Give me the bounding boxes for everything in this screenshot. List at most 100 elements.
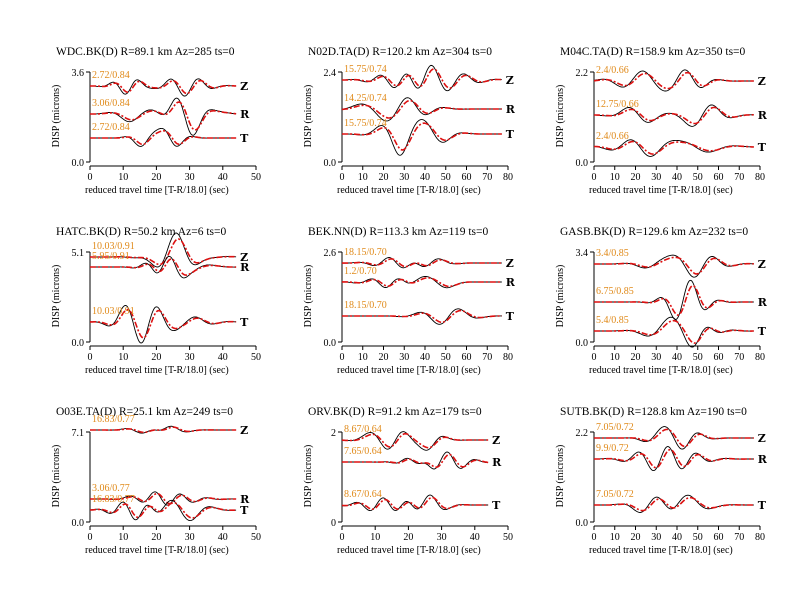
shift-annotation-T: 7.05/0.72 <box>596 489 634 500</box>
y-tick-label-top: 2.6 <box>324 248 337 259</box>
component-label-Z: Z <box>492 434 500 447</box>
panel-title: SUTB.BK(D) R=128.8 km Az=190 ts=0 <box>560 406 747 418</box>
x-tick-label: 50 <box>693 352 703 363</box>
x-tick-label: 20 <box>379 172 389 183</box>
synthetic-trace-R <box>90 101 237 131</box>
component-label-T: T <box>758 499 767 512</box>
synthetic-trace-R <box>342 277 502 288</box>
x-axis-label: reduced travel time [T-R/18.0] (sec) <box>337 185 481 196</box>
x-tick-label: 30 <box>651 532 661 543</box>
shift-annotation-Z: 8.67/0.64 <box>344 424 382 435</box>
x-tick-label: 20 <box>379 352 389 363</box>
shift-annotation-R: 9.9/0.72 <box>596 443 629 454</box>
synthetic-trace-Z <box>342 432 489 449</box>
shift-annotation-Z: 15.75/0.74 <box>344 64 387 75</box>
x-tick-label: 70 <box>482 172 492 183</box>
y-tick-label-bottom: 0.0 <box>72 518 85 529</box>
shift-annotation-T: 10.03/0.91 <box>92 306 135 317</box>
y-axis-label: DISP (microns) <box>303 265 314 328</box>
component-label-Z: Z <box>758 258 766 271</box>
synthetic-trace-Z <box>90 238 237 266</box>
component-label-Z: Z <box>506 74 514 87</box>
component-label-R: R <box>758 296 768 309</box>
shift-annotation-Z: 16.83/0.77 <box>92 414 135 425</box>
component-label-T: T <box>492 499 501 512</box>
x-tick-label: 40 <box>420 172 430 183</box>
panel-title: GASB.BK(D) R=129.6 km Az=232 ts=0 <box>560 226 748 238</box>
x-tick-label: 30 <box>185 352 195 363</box>
shift-annotation-Z: 2.4/0.66 <box>596 65 629 76</box>
panel-title: O03E.TA(D) R=25.1 km Az=249 ts=0 <box>56 406 233 418</box>
component-label-R: R <box>506 103 516 116</box>
x-tick-label: 70 <box>482 352 492 363</box>
synthetic-trace-Z <box>90 426 237 434</box>
x-tick-label: 50 <box>441 352 451 363</box>
observed-trace-T <box>342 308 502 325</box>
x-tick-label: 40 <box>420 352 430 363</box>
y-tick-label-top: 7.1 <box>72 428 85 439</box>
x-tick-label: 40 <box>218 172 228 183</box>
shift-annotation-T: 16.83/0.77 <box>92 494 135 505</box>
x-tick-label: 0 <box>340 172 345 183</box>
component-label-Z: Z <box>506 257 514 270</box>
y-tick-label-top: 2 <box>331 428 336 439</box>
panel-4: HATC.BK(D) R=50.2 km Az=6 ts=0 5.1 0.0 DISP… <box>51 226 261 376</box>
component-label-Z: Z <box>758 432 766 445</box>
y-tick-label-top: 2.2 <box>576 68 589 79</box>
component-label-T: T <box>506 128 515 141</box>
x-tick-label: 30 <box>399 172 409 183</box>
shift-annotation-T: 15.75/0.74 <box>344 118 387 129</box>
shift-annotation-R: 7.65/0.64 <box>344 446 382 457</box>
panel-7: O03E.TA(D) R=25.1 km Az=249 ts=0 7.1 0.0 DI… <box>51 406 261 556</box>
panel-6: GASB.BK(D) R=129.6 km Az=232 ts=0 3.4 0.0 D… <box>555 226 768 376</box>
shift-annotation-T: 5.4/0.85 <box>596 315 629 326</box>
component-label-R: R <box>758 109 768 122</box>
component-label-Z: Z <box>240 424 248 437</box>
x-tick-label: 60 <box>462 352 472 363</box>
synthetic-trace-T <box>342 122 502 151</box>
y-tick-label-top: 3.6 <box>72 68 85 79</box>
synthetic-trace-Z <box>90 79 237 95</box>
y-tick-label-top: 2.2 <box>576 428 589 439</box>
x-tick-label: 70 <box>734 532 744 543</box>
component-label-T: T <box>506 310 515 323</box>
synthetic-trace-T <box>341 496 489 511</box>
y-axis-label: DISP (microns) <box>51 265 62 328</box>
synthetic-trace-R <box>90 492 237 505</box>
x-tick-label: 30 <box>651 172 661 183</box>
component-label-T: T <box>758 325 767 338</box>
y-axis-label: DISP (microns) <box>555 85 566 148</box>
shift-annotation-T: 18.15/0.70 <box>344 300 387 311</box>
x-tick-label: 40 <box>672 352 682 363</box>
x-tick-label: 10 <box>118 352 128 363</box>
x-tick-label: 60 <box>714 532 724 543</box>
x-tick-label: 10 <box>610 172 620 183</box>
component-label-Z: Z <box>758 75 766 88</box>
x-tick-label: 80 <box>755 352 765 363</box>
synthetic-trace-Z <box>342 258 502 268</box>
x-tick-label: 10 <box>118 532 128 543</box>
y-axis-label: DISP (microns) <box>51 445 62 508</box>
panel-3: M04C.TA(D) R=158.9 km Az=350 ts=0 2.2 0.0 D… <box>555 46 768 196</box>
x-tick-label: 20 <box>151 172 161 183</box>
x-tick-label: 30 <box>437 532 447 543</box>
shift-annotation-Z: 3.4/0.85 <box>596 248 629 259</box>
x-tick-label: 50 <box>441 172 451 183</box>
x-tick-label: 10 <box>358 352 368 363</box>
synthetic-trace-T <box>90 308 237 339</box>
component-label-R: R <box>492 456 502 469</box>
synthetic-trace-R <box>594 106 754 125</box>
x-tick-label: 0 <box>592 352 597 363</box>
synthetic-trace-T <box>594 319 754 344</box>
shift-annotation-Z: 18.15/0.70 <box>344 247 387 258</box>
x-tick-label: 80 <box>755 172 765 183</box>
x-tick-label: 0 <box>88 352 93 363</box>
component-label-T: T <box>240 316 249 329</box>
component-label-Z: Z <box>240 80 248 93</box>
x-tick-label: 70 <box>734 172 744 183</box>
y-axis-label: DISP (microns) <box>303 85 314 148</box>
x-axis-label: reduced travel time [T-R/18.0] (sec) <box>85 545 229 556</box>
y-tick-label-bottom: 0.0 <box>576 158 589 169</box>
shift-annotation-R: 14.25/0.74 <box>344 93 387 104</box>
